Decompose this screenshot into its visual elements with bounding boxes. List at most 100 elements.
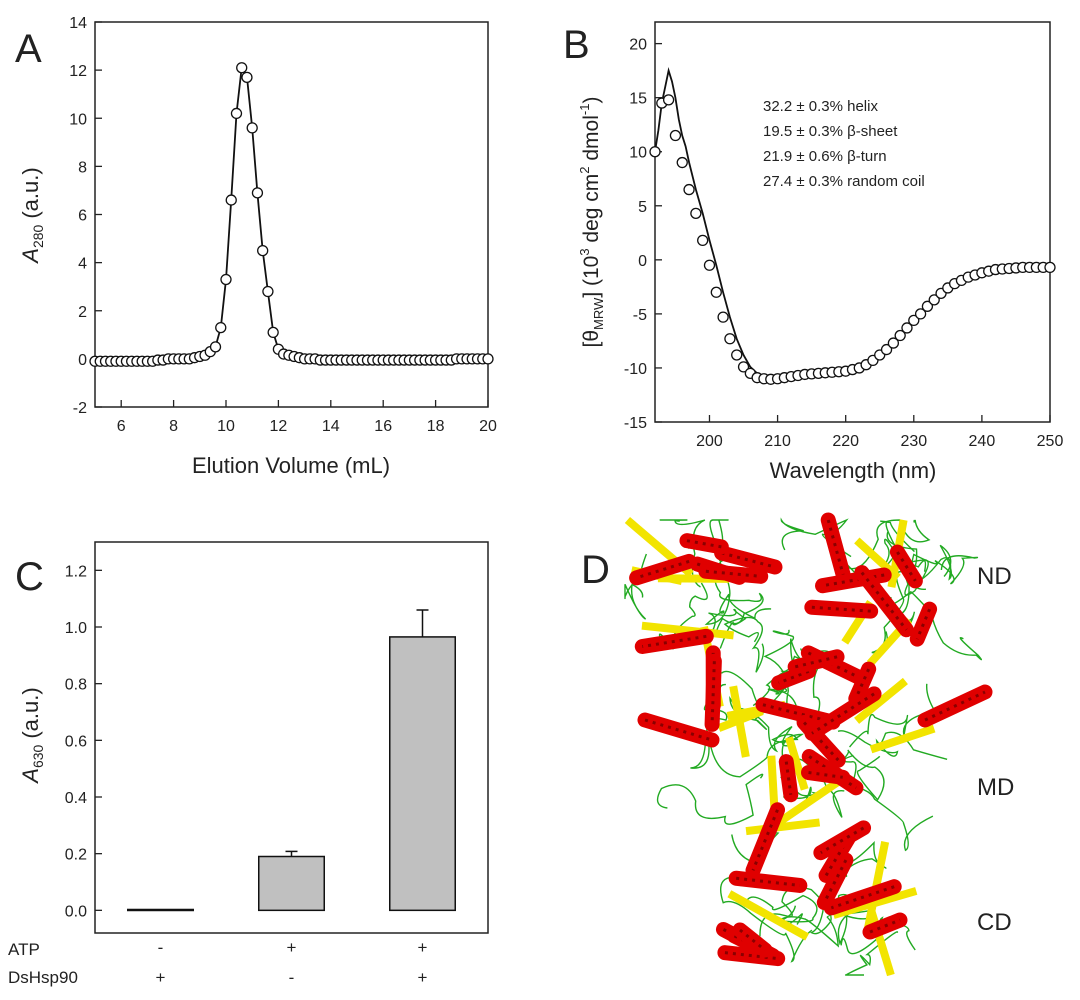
y-tick-label-c: 1.2 xyxy=(65,563,87,580)
y-label-b-part: ] (10 xyxy=(580,256,603,298)
y-tick-label-a: 8 xyxy=(78,159,87,176)
x-tick-label-a: 6 xyxy=(117,418,126,435)
y-tick-label-a: -2 xyxy=(73,400,87,417)
beta-strand xyxy=(832,887,918,919)
loop-coil xyxy=(837,730,948,760)
y-axis-label-a: A280 (a.u.) xyxy=(18,167,46,264)
condition-signs: - + + - + + xyxy=(156,938,428,987)
loop-coil xyxy=(840,916,916,955)
helix-turns xyxy=(915,608,931,640)
helix-turns xyxy=(686,539,722,549)
data-point xyxy=(731,349,743,361)
cd-spectrum-curve xyxy=(654,67,1050,380)
helix-turns xyxy=(642,634,707,648)
loop-coil xyxy=(723,616,765,673)
data-point xyxy=(251,187,264,199)
y-label-b-part: [θ xyxy=(580,330,603,348)
x-tick-label-a: 10 xyxy=(217,418,235,435)
loop-coil xyxy=(709,733,805,778)
data-point xyxy=(697,234,709,247)
y-label-b-part: 3 xyxy=(577,248,592,255)
series-b xyxy=(649,67,1056,385)
helix-turns xyxy=(644,718,713,742)
y-tick-label-c: 0.2 xyxy=(65,847,87,864)
helix-turns xyxy=(721,551,776,569)
dshsp90-sign: - xyxy=(289,968,295,987)
y-label-c-sub: 630 xyxy=(30,744,46,768)
data-point xyxy=(267,326,279,339)
y-tick-label-b: 15 xyxy=(629,91,647,108)
dshsp90-sign: + xyxy=(418,968,428,987)
atp-sign: - xyxy=(158,938,164,957)
helix-turns xyxy=(710,661,716,725)
y-tick-label-a: 10 xyxy=(69,111,87,128)
data-point xyxy=(887,337,900,349)
data-point xyxy=(649,146,661,158)
loop-coil xyxy=(910,553,979,590)
alpha-helix xyxy=(816,852,854,911)
protein-structure-image xyxy=(624,512,993,977)
y-tick-label-a: 14 xyxy=(69,15,87,32)
beta-strand xyxy=(717,707,764,732)
dshsp90-sign: + xyxy=(156,968,166,987)
helix-turns xyxy=(724,951,778,961)
y-label-b-part: deg cm xyxy=(580,174,603,249)
beta-strand xyxy=(785,736,809,791)
data-point xyxy=(690,207,702,220)
x-tick-label-a: 8 xyxy=(169,418,178,435)
beta-strand xyxy=(641,621,734,640)
y-tick-label-b: -10 xyxy=(624,361,647,378)
data-point xyxy=(236,62,248,74)
bar xyxy=(258,855,325,912)
beta-strand xyxy=(854,677,908,724)
bar xyxy=(127,908,194,912)
data-point xyxy=(880,343,893,356)
helix-turns xyxy=(820,826,865,854)
domain-label-nd: ND xyxy=(977,563,1012,590)
bars-c xyxy=(127,609,456,912)
y-label-b-part: MRW xyxy=(591,297,606,330)
alpha-helix xyxy=(804,686,882,741)
helix-turns xyxy=(808,771,843,779)
y-tick-label-a: 4 xyxy=(78,256,87,273)
axes-b: -15 -10 -5 0 5 10 15 20 200 210 220 230 240 250 xyxy=(624,37,1064,450)
series-a xyxy=(89,62,494,367)
data-point xyxy=(737,361,750,373)
panel-b: B -15 -10 -5 0 5 10 15 20 200 210 220 230 240 250 Wav… xyxy=(563,21,1064,483)
loop-coil xyxy=(659,519,706,588)
y-tick-label-b: -15 xyxy=(624,415,647,432)
data-point xyxy=(921,300,934,312)
y-tick-label-c: 0.0 xyxy=(65,903,87,920)
data-point xyxy=(241,71,253,83)
x-tick-label-b: 230 xyxy=(900,433,927,450)
data-point xyxy=(662,94,675,106)
y-tick-label-a: 2 xyxy=(78,304,87,321)
data-point xyxy=(246,122,258,134)
panel-label-d: D xyxy=(581,548,610,592)
helix-turns xyxy=(896,551,917,582)
helix-turns xyxy=(739,928,766,952)
helix-turns xyxy=(869,918,901,934)
axes-a: -2 0 2 4 6 8 10 12 14 6 8 10 12 14 16 18 20 xyxy=(69,15,497,435)
helix-turns xyxy=(636,559,690,580)
data-point xyxy=(928,294,940,306)
y-axis-label-c: A630 (a.u.) xyxy=(18,687,46,784)
plot-frame-b xyxy=(654,21,1051,423)
domain-label-cd: CD xyxy=(977,909,1012,936)
helix-turns xyxy=(830,885,895,910)
loop-coil xyxy=(752,638,823,733)
plot-frame-c xyxy=(94,541,489,934)
bar xyxy=(389,636,456,912)
y-tick-label-c: 1.0 xyxy=(65,620,87,637)
y-tick-label-c: 0.8 xyxy=(65,677,87,694)
helix-turns xyxy=(784,761,793,795)
secondary-structure-annotations: 32.2 ± 0.3% helix 19.5 ± 0.3% β-sheet 21… xyxy=(763,98,925,190)
data-point xyxy=(482,353,494,365)
helix-turns xyxy=(808,755,857,790)
data-point xyxy=(676,156,688,169)
y-tick-label-b: -5 xyxy=(633,307,647,324)
data-point xyxy=(230,107,243,120)
axes-c: 0.0 0.2 0.4 0.6 0.8 1.0 1.2 xyxy=(65,563,102,920)
data-point xyxy=(901,322,913,334)
